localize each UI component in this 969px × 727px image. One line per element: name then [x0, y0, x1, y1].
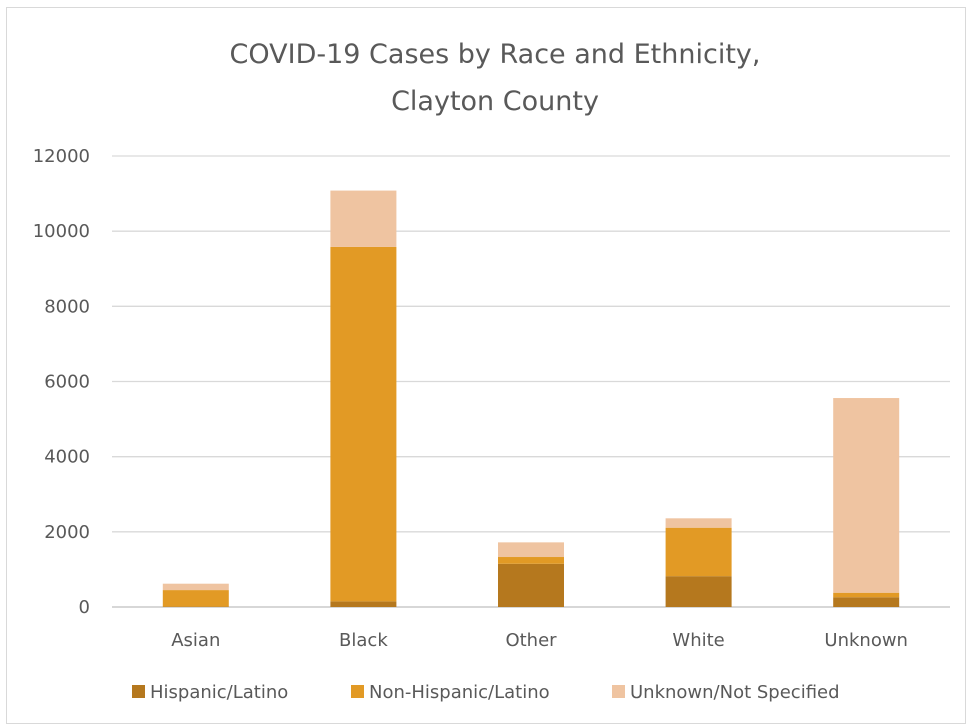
bar-asian-2: [162, 590, 229, 607]
legend-label: Non-Hispanic/Latino: [369, 682, 550, 703]
bar-other-2: [498, 557, 564, 564]
bar-white-2: [665, 527, 732, 577]
y-tick-label: 0: [79, 597, 90, 618]
legend-swatch: [612, 685, 625, 698]
bar-black-2: [330, 246, 397, 602]
legend-label: Hispanic/Latino: [150, 682, 288, 703]
bar-white-1: [665, 576, 732, 607]
bar-other-1: [498, 563, 564, 607]
x-category-label: Other: [505, 630, 557, 651]
x-category-label: Black: [339, 630, 388, 651]
chart-title-line-1: COVID-19 Cases by Race and Ethnicity,: [230, 39, 761, 70]
bar-black-1: [330, 601, 397, 607]
y-axis-ticks: 0 2000 4000 6000 8000 10000 12000: [33, 146, 90, 618]
x-axis-categories: Asian Black Other White Unknown: [171, 630, 908, 651]
y-tick-label: 12000: [33, 146, 90, 167]
chart-title-line-2: Clayton County: [391, 86, 599, 117]
y-tick-label: 2000: [44, 522, 90, 543]
bar-other-3: [498, 542, 564, 558]
gridlines: [112, 155, 950, 608]
x-category-label: Asian: [171, 630, 220, 651]
legend-label: Unknown/Not Specified: [630, 682, 840, 703]
y-tick-label: 4000: [44, 447, 90, 468]
bar-unknown-2: [833, 592, 900, 598]
legend: Hispanic/Latino Non-Hispanic/Latino Unknow…: [132, 682, 840, 703]
bar-unknown-3: [833, 398, 900, 593]
legend-swatch: [351, 685, 364, 698]
legend-swatch: [132, 685, 145, 698]
y-tick-label: 6000: [44, 372, 90, 393]
y-tick-label: 10000: [33, 221, 90, 242]
y-tick-label: 8000: [44, 296, 90, 317]
x-category-label: Unknown: [824, 630, 908, 651]
bars: [162, 190, 900, 607]
bar-unknown-1: [833, 597, 900, 607]
bar-black-3: [330, 190, 397, 247]
x-category-label: White: [672, 630, 724, 651]
bar-white-3: [665, 518, 732, 528]
bar-asian-3: [162, 583, 229, 591]
